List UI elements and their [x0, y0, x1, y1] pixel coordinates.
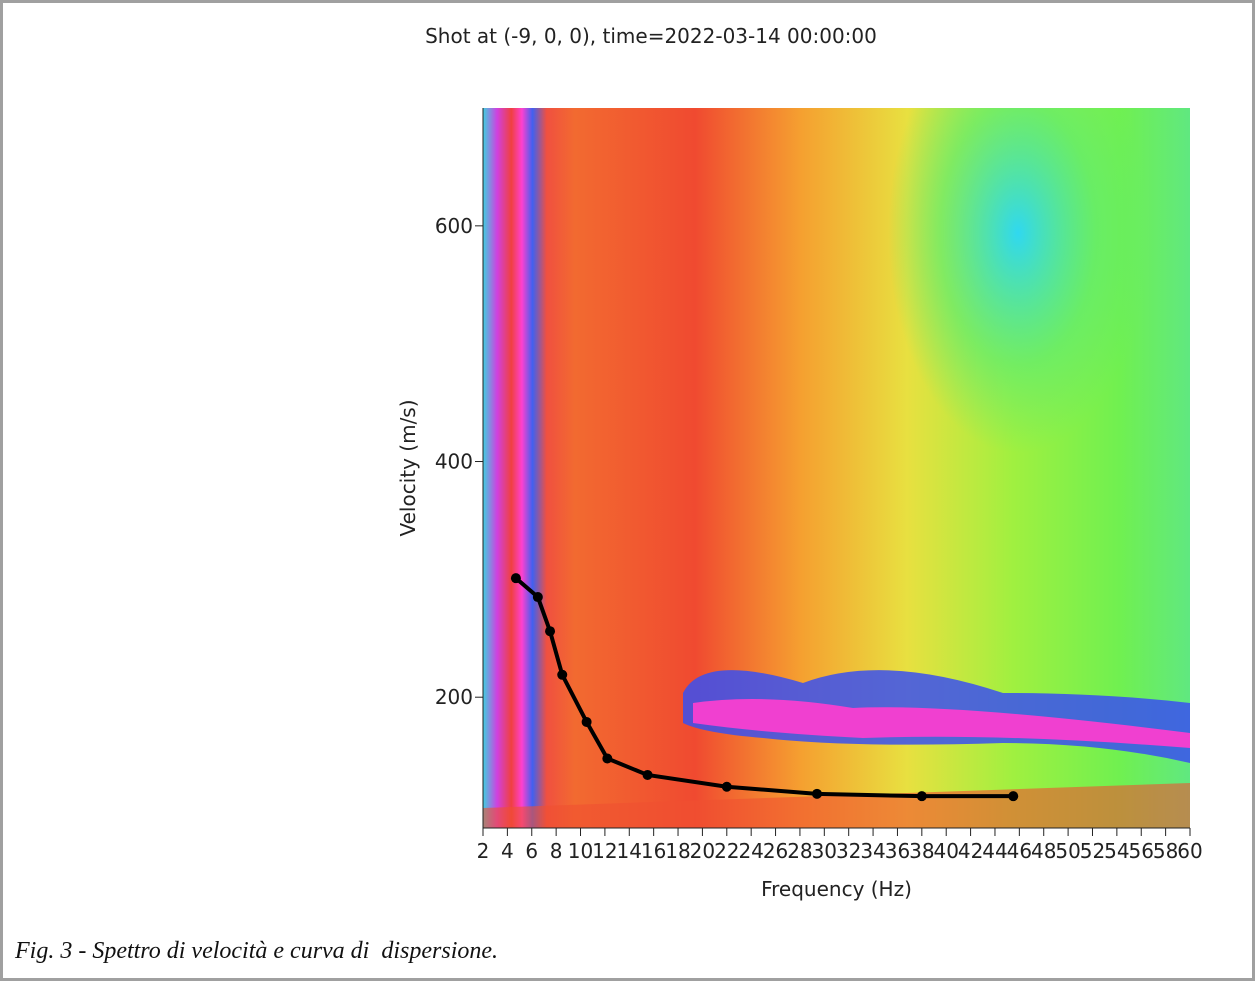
x-tick-label: 58: [1153, 839, 1178, 863]
x-tick-label: 34: [860, 839, 885, 863]
x-tick-label: 26: [763, 839, 788, 863]
y-tick-label: 400: [435, 450, 473, 474]
curve-point: [811, 788, 822, 799]
curve-point: [916, 791, 927, 802]
x-tick-label: 38: [909, 839, 934, 863]
x-tick-label: 32: [836, 839, 861, 863]
x-tick-label: 22: [714, 839, 739, 863]
x-tick-label: 24: [738, 839, 763, 863]
chart: Shot at (-9, 0, 0), time=2022-03-14 00:0…: [14, 24, 1203, 964]
curve-point: [557, 669, 568, 680]
curve-point: [602, 753, 613, 764]
curve-point: [1008, 791, 1019, 802]
x-tick-label: 56: [1129, 839, 1154, 863]
caption: Fig. 3 - Spettro di velocità e curva di …: [14, 938, 498, 964]
x-tick-label: 4: [501, 839, 514, 863]
x-tick-label: 46: [1007, 839, 1032, 863]
x-tick-label: 60: [1177, 839, 1202, 863]
x-tick-label: 12: [592, 839, 617, 863]
spectrum: [483, 108, 1190, 828]
x-tick-label: 44: [982, 839, 1007, 863]
x-tick-label: 50: [1055, 839, 1080, 863]
x-tick-label: 6: [525, 839, 538, 863]
curve-point: [545, 626, 556, 637]
curve-point: [642, 769, 653, 780]
x-tick-label: 42: [958, 839, 983, 863]
curve-point: [510, 573, 521, 584]
x-tick-label: 14: [617, 839, 642, 863]
x-tick-label: 40: [933, 839, 958, 863]
x-tick-label: 30: [812, 839, 837, 863]
x-tick-label: 36: [885, 839, 910, 863]
x-tick-label: 28: [787, 839, 812, 863]
x-tick-label: 48: [1031, 839, 1056, 863]
x-tick-label: 52: [1080, 839, 1105, 863]
x-tick-label: 18: [665, 839, 690, 863]
x-tick-label: 8: [550, 839, 563, 863]
y-tick-label: 600: [435, 214, 473, 238]
x-tick-label: 10: [568, 839, 593, 863]
curve-point: [721, 781, 732, 792]
x-tick-label: 2: [477, 839, 490, 863]
chart-title: Shot at (-9, 0, 0), time=2022-03-14 00:0…: [425, 24, 877, 48]
curve-point: [532, 592, 543, 603]
x-tick-label: 20: [690, 839, 715, 863]
y-axis-label: Velocity (m/s): [396, 399, 420, 536]
y-tick-label: 200: [435, 685, 473, 709]
x-axis-label: Frequency (Hz): [761, 877, 912, 901]
x-tick-label: 54: [1104, 839, 1129, 863]
x-tick-label: 16: [641, 839, 666, 863]
curve-point: [581, 716, 592, 727]
